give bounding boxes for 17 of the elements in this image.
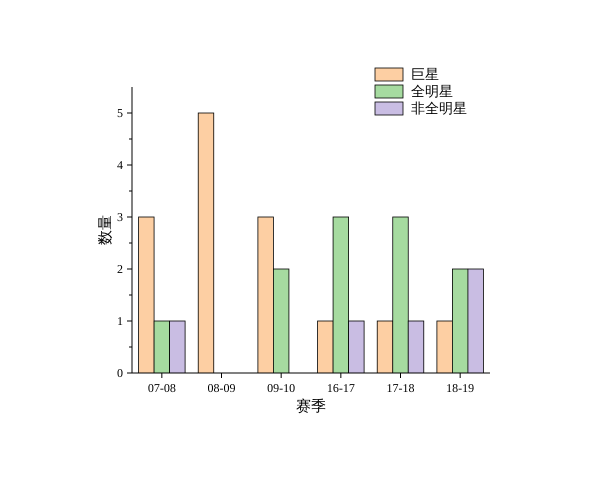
x-tick-label: 08-09 <box>208 381 236 395</box>
y-tick-label: 3 <box>117 210 123 224</box>
y-axis-title: 数量 <box>98 215 114 245</box>
y-tick-label: 0 <box>117 366 123 380</box>
legend-label: 非全明星 <box>411 101 467 117</box>
x-tick-label: 17-18 <box>386 381 414 395</box>
x-tick-label: 18-19 <box>446 381 474 395</box>
y-tick-label: 4 <box>117 158 123 172</box>
y-tick-label: 5 <box>117 106 123 120</box>
x-tick-label: 09-10 <box>267 381 296 395</box>
x-tick-label: 16-17 <box>326 381 355 395</box>
y-tick-label: 2 <box>117 262 123 276</box>
legend-label: 巨星 <box>411 67 439 83</box>
x-axis-title: 赛季 <box>296 398 326 415</box>
x-tick-label: 07-08 <box>148 381 176 395</box>
legend-label: 全明星 <box>411 84 453 100</box>
y-tick-label: 1 <box>117 314 123 328</box>
